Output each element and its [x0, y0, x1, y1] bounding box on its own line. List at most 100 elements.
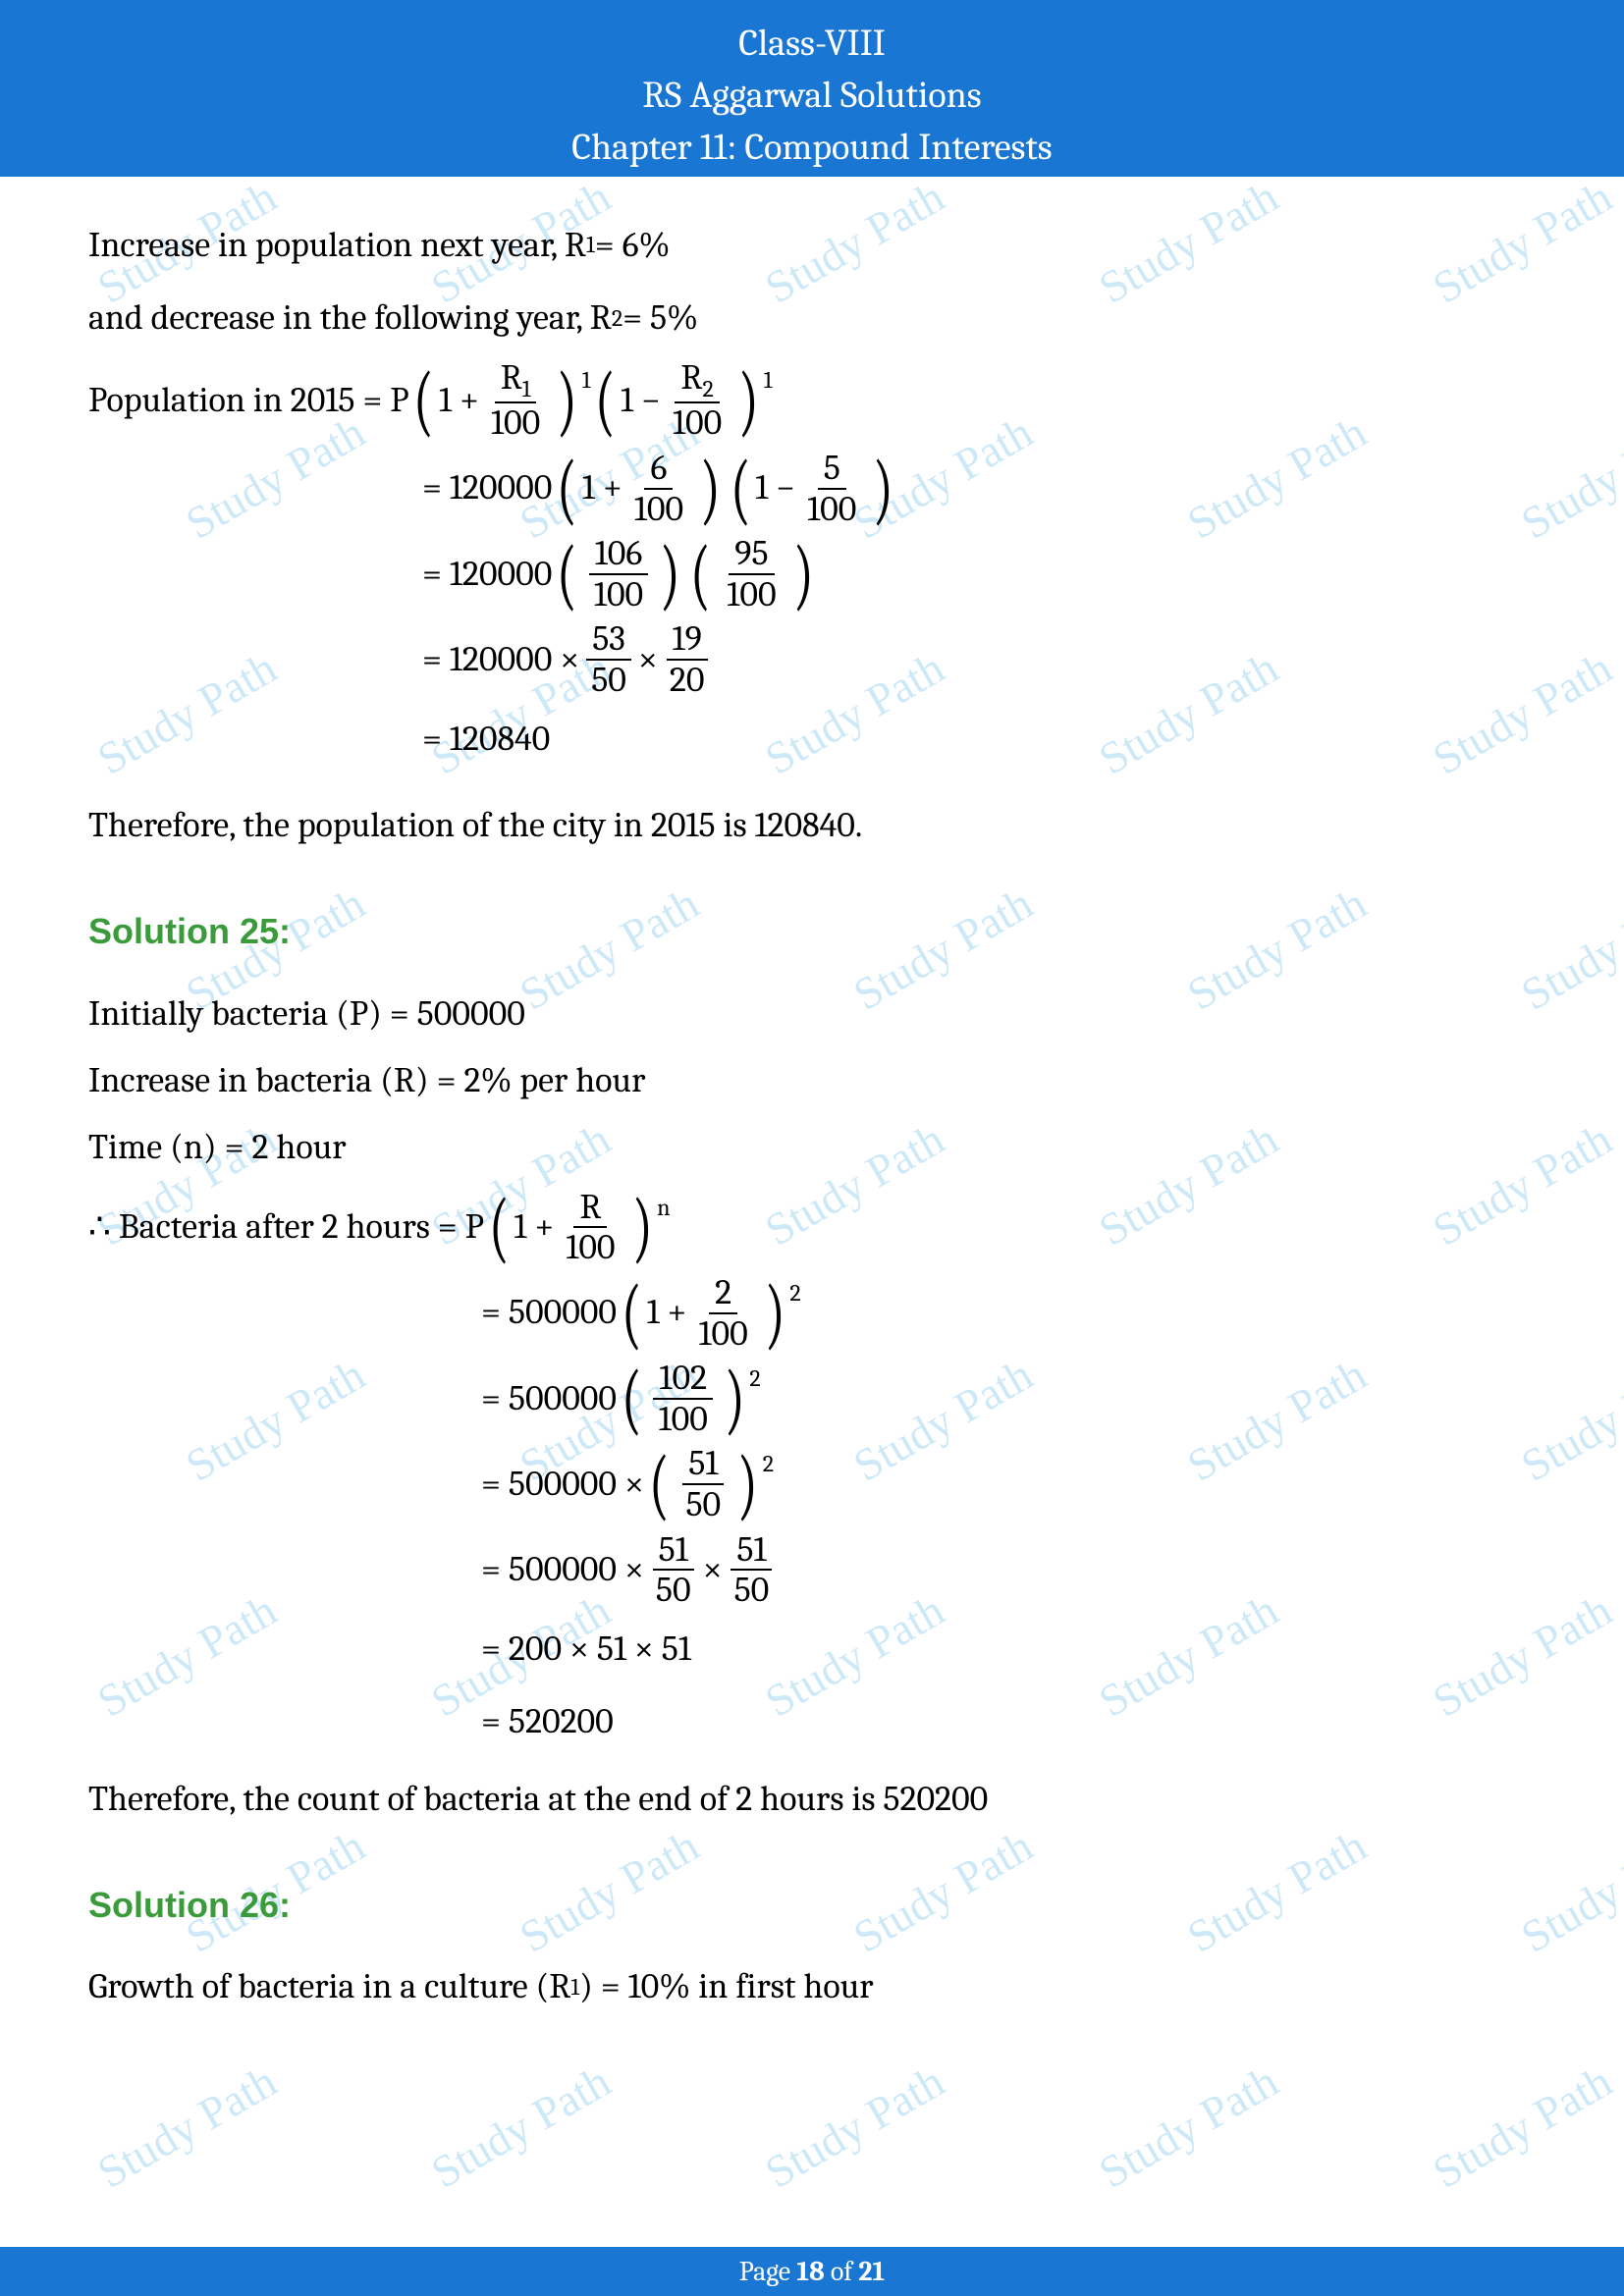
- numerator: 51: [653, 1530, 694, 1572]
- fraction: R2 100: [667, 358, 728, 443]
- solution-heading: Solution 25:: [88, 898, 1536, 965]
- text: = 500000: [481, 1279, 617, 1346]
- text: = 120000: [422, 454, 552, 521]
- fraction: 5150: [679, 1444, 727, 1523]
- footer-bar: Page 18 of 21: [0, 2247, 1624, 2296]
- text: 1 +: [582, 454, 623, 521]
- subscript: 1: [570, 1965, 579, 2010]
- paren-open-icon: (: [413, 369, 434, 432]
- equation-line: Population in 2015 = P ( 1 + R1 100 ) 1 …: [88, 358, 1536, 443]
- watermark-text: Study Path: [422, 2055, 619, 2198]
- denominator: 100: [667, 403, 728, 443]
- text-line: Initially bacteria (P) = 500000: [88, 981, 1536, 1047]
- paren-close-icon: ): [873, 457, 893, 520]
- text: ∴ Bacteria after 2 hours = P: [88, 1194, 484, 1260]
- fraction: R1 100: [485, 358, 546, 443]
- conclusion-text: Therefore, the population of the city in…: [88, 792, 1536, 859]
- denominator: 50: [585, 661, 632, 700]
- text: ×: [703, 1536, 723, 1603]
- denominator: 100: [485, 403, 546, 443]
- fraction: R100: [560, 1188, 621, 1267]
- page-content: Increase in population next year, R1 = 6…: [0, 177, 1624, 2021]
- paren-open-icon: (: [648, 1453, 669, 1516]
- paren-open-icon: (: [557, 457, 577, 520]
- solution-heading: Solution 26:: [88, 1872, 1536, 1939]
- denominator: 100: [560, 1228, 621, 1267]
- header-line-3: Chapter 11: Compound Interests: [0, 122, 1624, 174]
- paren-open-icon: (: [622, 1367, 642, 1430]
- numerator: 95: [729, 534, 774, 575]
- equation-line: = 520200: [88, 1688, 1536, 1755]
- denominator: 50: [729, 1571, 776, 1610]
- exponent: 2: [763, 1442, 774, 1487]
- text: = 500000 ×: [481, 1451, 644, 1518]
- text: 1 +: [647, 1279, 687, 1346]
- paren-close-icon: ): [737, 1453, 758, 1516]
- text: = 200 × 51 × 51: [481, 1616, 691, 1682]
- exponent: 1: [582, 358, 591, 403]
- paren-close-icon: ): [660, 543, 680, 606]
- denominator: 50: [679, 1485, 727, 1524]
- paren-close-icon: ): [738, 369, 759, 432]
- paren-open-icon: (: [689, 543, 710, 606]
- text-line: and decrease in the following year, R2 =…: [88, 285, 1536, 351]
- exponent: 1: [764, 358, 773, 403]
- exponent: n: [657, 1186, 670, 1231]
- watermark-text: Study Path: [1090, 2055, 1286, 2198]
- paren-close-icon: ): [724, 1367, 744, 1430]
- denominator: 100: [801, 490, 862, 529]
- text-line: Increase in bacteria (R) = 2% per hour: [88, 1047, 1536, 1114]
- paren-close-icon: ): [792, 543, 813, 606]
- text: = 500000 ×: [481, 1536, 644, 1603]
- equation-line: = 120000 ( 1 + 6100 ) ( 1 − 5100 ): [88, 449, 1536, 528]
- numerator: 2: [709, 1273, 737, 1314]
- text: 1 +: [514, 1194, 554, 1260]
- equation-line: = 200 × 51 × 51: [88, 1616, 1536, 1682]
- watermark-text: Study Path: [756, 2055, 952, 2198]
- text-line: Time (n) = 2 hour: [88, 1114, 1536, 1181]
- text: = 520200: [481, 1688, 614, 1755]
- denominator: 100: [693, 1314, 754, 1354]
- text: Growth of bacteria in a culture (R: [88, 1953, 570, 2020]
- text: ×: [638, 626, 658, 693]
- numerator: 106: [589, 534, 649, 575]
- text: and decrease in the following year, R: [88, 285, 612, 351]
- paren-close-icon: ): [631, 1196, 652, 1258]
- paren-close-icon: ): [764, 1282, 785, 1345]
- equation-line: = 500000 ( 1 + 2100 ) 2: [88, 1273, 1536, 1353]
- numerator: 5: [818, 449, 846, 490]
- fraction: 95100: [721, 534, 782, 614]
- footer-current-page: 18: [796, 2256, 824, 2287]
- numerator: 51: [682, 1444, 724, 1485]
- text: Increase in population next year, R: [88, 212, 586, 279]
- equation-line: = 500000 × 5150 × 5150: [88, 1530, 1536, 1610]
- footer-sep: of: [825, 2256, 859, 2287]
- fraction: 5100: [801, 449, 862, 528]
- exponent: 2: [789, 1271, 800, 1316]
- fraction: 1920: [664, 619, 711, 699]
- header-bar: Class-VIII RS Aggarwal Solutions Chapter…: [0, 0, 1624, 177]
- denominator: 50: [650, 1571, 697, 1610]
- text-line: Growth of bacteria in a culture (R1) = 1…: [88, 1953, 1536, 2020]
- numerator: 6: [644, 449, 673, 490]
- paren-close-icon: ): [700, 457, 721, 520]
- text: 1 +: [439, 367, 479, 434]
- denominator: 100: [628, 490, 689, 529]
- equation-line: = 500000 × ( 5150 ) 2: [88, 1444, 1536, 1523]
- watermark-text: Study Path: [1424, 2055, 1620, 2198]
- numerator: 102: [653, 1359, 713, 1400]
- numerator: R: [501, 357, 522, 398]
- fraction: 6100: [628, 449, 689, 528]
- subscript: 1: [586, 223, 595, 268]
- text: = 120000 ×: [422, 626, 579, 693]
- subscript: 1: [522, 375, 531, 402]
- fraction: 5150: [729, 1530, 776, 1610]
- fraction: 5150: [650, 1530, 697, 1610]
- text: = 500000: [481, 1365, 617, 1432]
- text: 1 −: [755, 454, 795, 521]
- conclusion-text: Therefore, the count of bacteria at the …: [88, 1766, 1536, 1833]
- equation-line: = 120840: [88, 706, 1536, 773]
- denominator: 100: [588, 575, 649, 614]
- equation-line: ∴ Bacteria after 2 hours = P ( 1 + R100 …: [88, 1188, 1536, 1267]
- fraction: 106100: [588, 534, 649, 614]
